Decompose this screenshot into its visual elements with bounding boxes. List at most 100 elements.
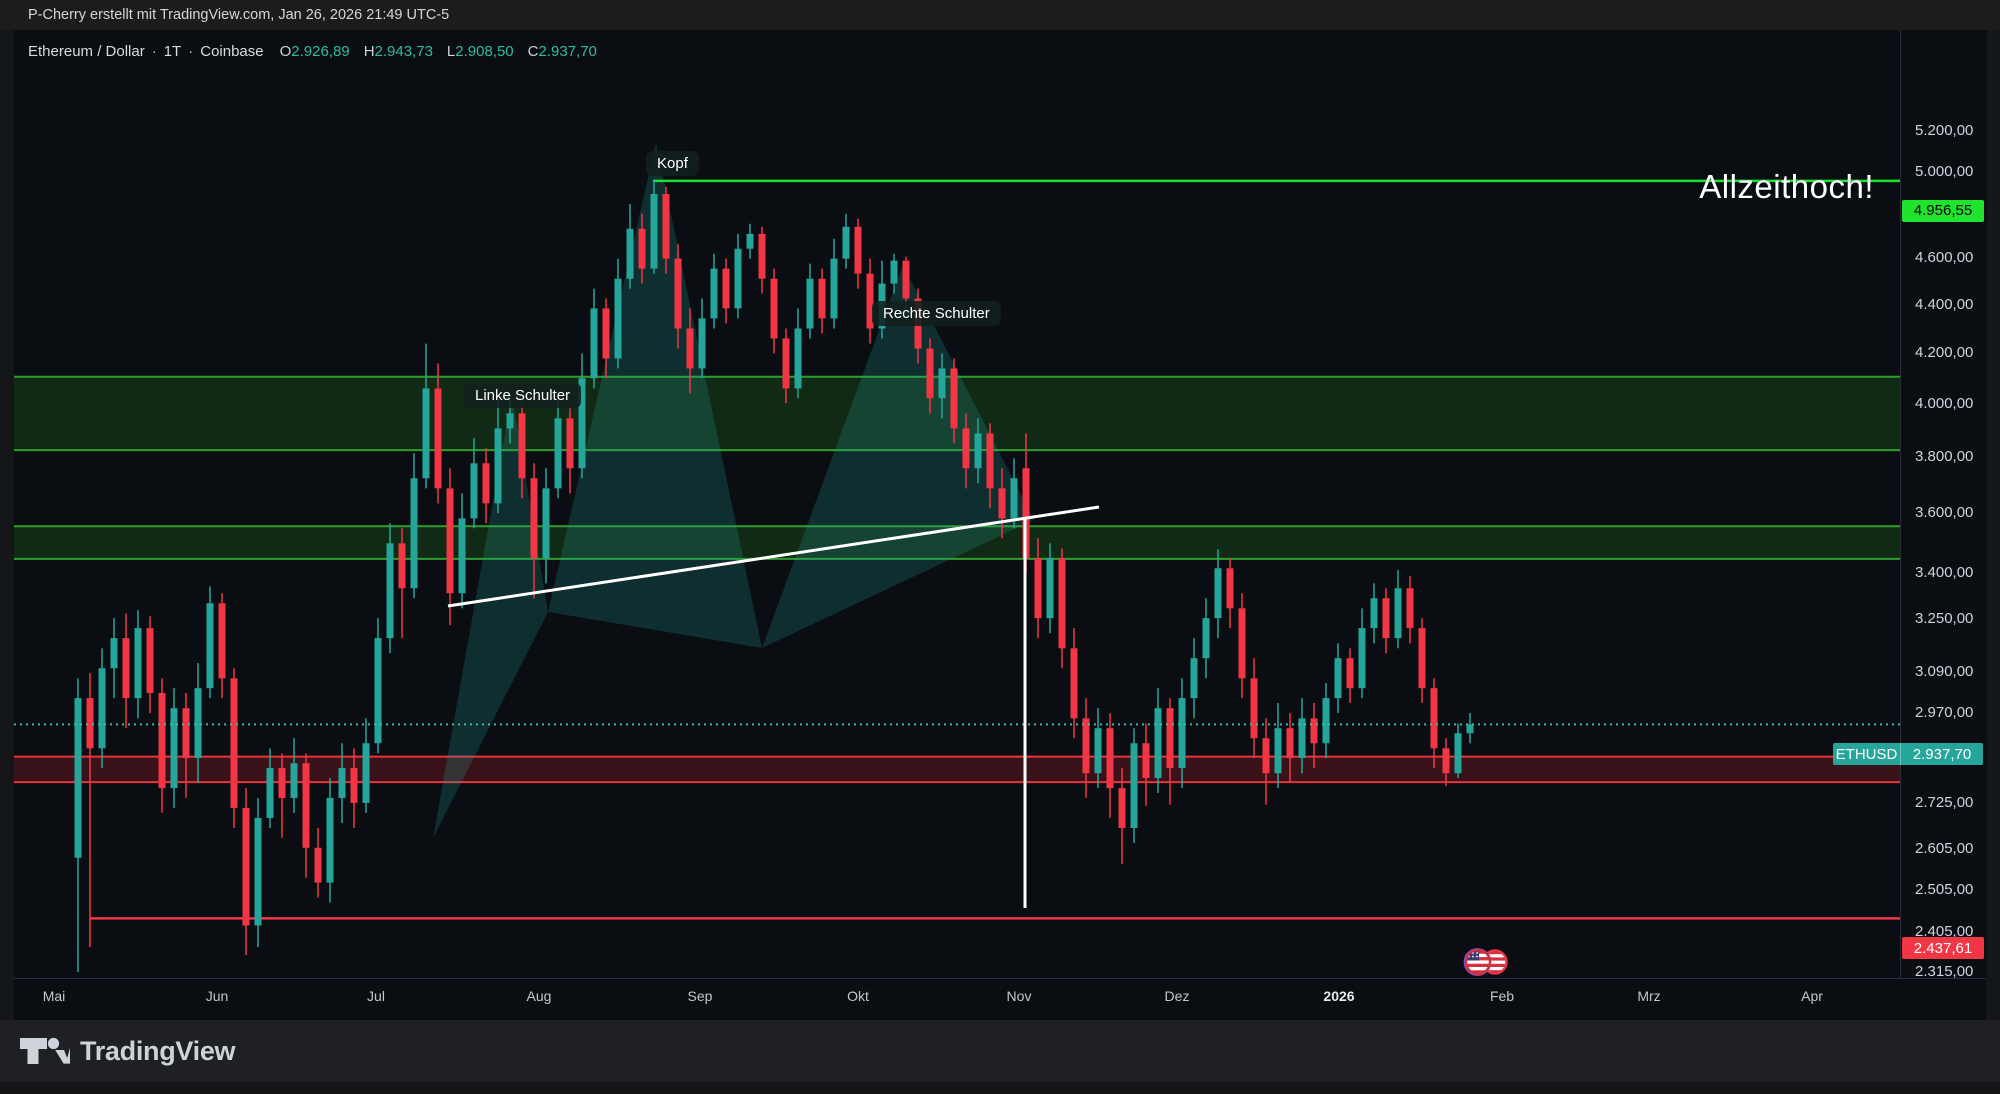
candle (806, 278, 814, 329)
time-axis[interactable]: Mai Jun Jul Aug Sep Okt Nov Dez 2026 Feb Mrz Apr (14, 978, 1986, 1021)
candle (674, 258, 682, 329)
candle (1070, 648, 1078, 719)
price-tick: 4.000,00 (1915, 394, 1974, 412)
candle (710, 268, 718, 319)
symbol-name[interactable]: Ethereum / Dollar (28, 42, 145, 60)
candle (146, 628, 154, 693)
time-tick: Dez (1164, 988, 1190, 1004)
candle (74, 698, 82, 858)
right-shoulder-label[interactable]: Rechte Schulter (872, 301, 1001, 326)
candle (1466, 724, 1474, 734)
candle (398, 543, 406, 589)
candle (1250, 678, 1258, 739)
candle (1334, 658, 1342, 699)
support-price-label: 2.437,61 (1902, 937, 1984, 960)
candle (1298, 718, 1306, 759)
symbol-header[interactable]: Ethereum / Dollar · 1T · Coinbase O2.926… (28, 36, 597, 66)
left-shoulder-label[interactable]: Linke Schulter (464, 383, 582, 408)
candle (1130, 743, 1138, 829)
ohlc-values: O2.926,89 H2.943,73 L2.908,50 C2.937,70 (280, 43, 597, 60)
candle (1430, 688, 1438, 749)
candle (626, 228, 634, 279)
candle (326, 797, 334, 883)
candle (890, 260, 898, 284)
candle (866, 273, 874, 329)
candle (494, 428, 502, 504)
candle (134, 628, 142, 699)
candle (290, 763, 298, 798)
us-flag-icon (1463, 948, 1492, 976)
chart-canvas[interactable] (14, 30, 1900, 978)
economic-event-flags[interactable] (1462, 946, 1512, 983)
price-tick: 2.605,00 (1915, 840, 1974, 858)
candle (374, 638, 382, 744)
candle (938, 368, 946, 399)
interval-label[interactable]: 1T (163, 42, 182, 60)
candle (506, 413, 514, 429)
candle (1022, 468, 1030, 559)
candle (1094, 728, 1102, 774)
candle (350, 768, 358, 803)
candle (1406, 588, 1414, 629)
candle (518, 413, 526, 479)
time-tick: Okt (847, 988, 869, 1004)
candle (638, 228, 646, 269)
bottom-strip (0, 1082, 2000, 1094)
candle (1454, 733, 1462, 774)
tradingview-logo-text[interactable]: TradingView (80, 1035, 236, 1066)
current-price-value: 2.937,70 (1912, 745, 1972, 763)
candle (1178, 698, 1186, 769)
time-tick: Apr (1801, 988, 1823, 1004)
price-tick: 2.725,00 (1915, 793, 1974, 811)
time-tick: Nov (1006, 988, 1032, 1004)
price-tick: 5.000,00 (1915, 162, 1974, 180)
tradingview-logo-icon[interactable] (18, 1034, 70, 1068)
candle (170, 708, 178, 789)
candle (1394, 588, 1402, 639)
open-value: O2.926,89 (279, 42, 350, 60)
candle (1118, 788, 1126, 829)
candle (614, 278, 622, 359)
separator: · (151, 42, 157, 60)
candle (734, 248, 742, 309)
time-tick: Aug (526, 988, 552, 1004)
candle (1082, 718, 1090, 774)
candle (926, 348, 934, 399)
candle (1262, 738, 1270, 774)
candle (1142, 743, 1150, 779)
price-axis[interactable]: USD 5.200,005.000,004.800,004.600,004.40… (1900, 30, 1987, 980)
head-label[interactable]: Kopf (646, 151, 699, 176)
candle (818, 278, 826, 319)
candle (482, 463, 490, 504)
separator: · (188, 42, 194, 60)
candle (1106, 728, 1114, 789)
candle (110, 638, 118, 669)
exchange-label[interactable]: Coinbase (200, 42, 264, 60)
price-tick: 5.200,00 (1915, 122, 1974, 139)
candle (794, 328, 802, 389)
candle (578, 378, 586, 469)
candle (722, 268, 730, 309)
candle (1370, 598, 1378, 629)
candle (206, 603, 214, 689)
demand-zone (14, 756, 1900, 783)
candle (974, 433, 982, 469)
candle (338, 768, 346, 798)
candle (158, 692, 166, 789)
candle (782, 338, 790, 389)
candle (542, 488, 550, 559)
time-tick: Mai (42, 988, 66, 1004)
candle (218, 603, 226, 679)
all-time-high-text[interactable]: Allzeithoch! (1699, 168, 1874, 205)
price-tick: 2.970,00 (1915, 704, 1974, 722)
candle (770, 278, 778, 339)
chart-pane[interactable]: Ethereum / Dollar · 1T · Coinbase O2.926… (14, 30, 1987, 1021)
candle (314, 847, 322, 883)
time-tick: Sep (687, 988, 713, 1004)
time-tick: 2026 (1323, 988, 1355, 1004)
candle (386, 543, 394, 639)
candle (950, 368, 958, 429)
candle (662, 194, 670, 259)
time-tick: Mrz (1637, 988, 1661, 1004)
